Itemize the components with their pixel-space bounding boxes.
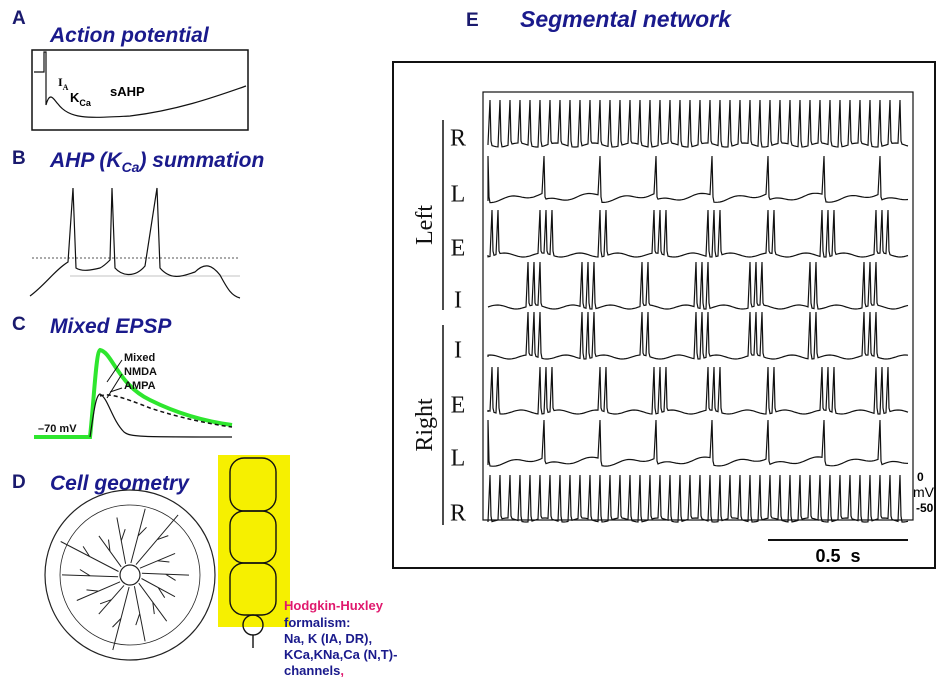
row-label: R [450, 501, 466, 527]
panel-letter: D [12, 472, 26, 493]
legend-label: Mixed [124, 352, 155, 364]
text-line: Na, K (IA, DR), [284, 631, 372, 646]
voltage-trace [488, 156, 908, 203]
voltage-trace [488, 262, 908, 309]
text-part: channels [284, 663, 340, 678]
row-label: I [454, 338, 462, 364]
scale-label: mV [913, 484, 935, 500]
row-label: R [450, 126, 466, 152]
voltage-trace [488, 312, 908, 359]
row-label: L [451, 446, 466, 472]
baseline-label: –70 mV [38, 423, 77, 435]
label-sahp: sAHP [110, 84, 145, 99]
voltage-trace [488, 367, 908, 414]
panel-title: Action potential [49, 24, 210, 47]
panel-title: Segmental network [520, 6, 732, 32]
row-label: L [451, 182, 466, 208]
voltage-trace [488, 475, 908, 522]
figure: A Action potential IA KCa sAHP B AHP (KC… [0, 0, 949, 679]
label-kca: KCa [70, 90, 92, 108]
text-part: , [340, 663, 344, 678]
title-part: ) summation [137, 149, 264, 172]
panel-letter: A [12, 8, 26, 29]
label-sub: A [63, 83, 69, 92]
row-label: E [451, 236, 466, 262]
voltage-trace [488, 420, 908, 466]
text-line: channels, [284, 663, 344, 678]
voltage-trace [488, 100, 908, 147]
group-label: Left [412, 205, 438, 245]
label-sub: Ca [79, 98, 91, 108]
panel-letter: C [12, 314, 26, 335]
panel-letter: B [12, 148, 26, 169]
panel-letter: E [466, 10, 479, 31]
title-part: AHP (K [49, 149, 123, 172]
legend-label: NMDA [124, 366, 157, 378]
group-label: Right [412, 398, 438, 452]
row-label: I [454, 288, 462, 314]
scale-label: 0 [917, 470, 924, 484]
text-line: Hodgkin-Huxley [284, 598, 384, 613]
compartment-background [218, 455, 290, 627]
voltage-trace [488, 210, 908, 257]
panel-title: Cell geometry [50, 472, 190, 495]
row-label: E [451, 393, 466, 419]
neuron-drawing [45, 490, 215, 660]
pointer [107, 374, 122, 398]
ampa-trace [90, 394, 232, 437]
ahp-trace [30, 188, 240, 298]
panel-title: Mixed EPSP [50, 315, 172, 338]
legend-label: AMPA [124, 380, 156, 392]
text-line: formalism: [284, 615, 350, 630]
panel-title: AHP (KCa) summation [49, 149, 264, 175]
panel-box [393, 62, 935, 568]
title-sub: Ca [122, 159, 140, 175]
label-ia: IA [58, 75, 69, 92]
scale-label: -50 [916, 501, 934, 515]
time-scale-label: 0.5 s [815, 546, 860, 566]
text-line: KCa,KNa,Ca (N,T)- [284, 647, 397, 662]
